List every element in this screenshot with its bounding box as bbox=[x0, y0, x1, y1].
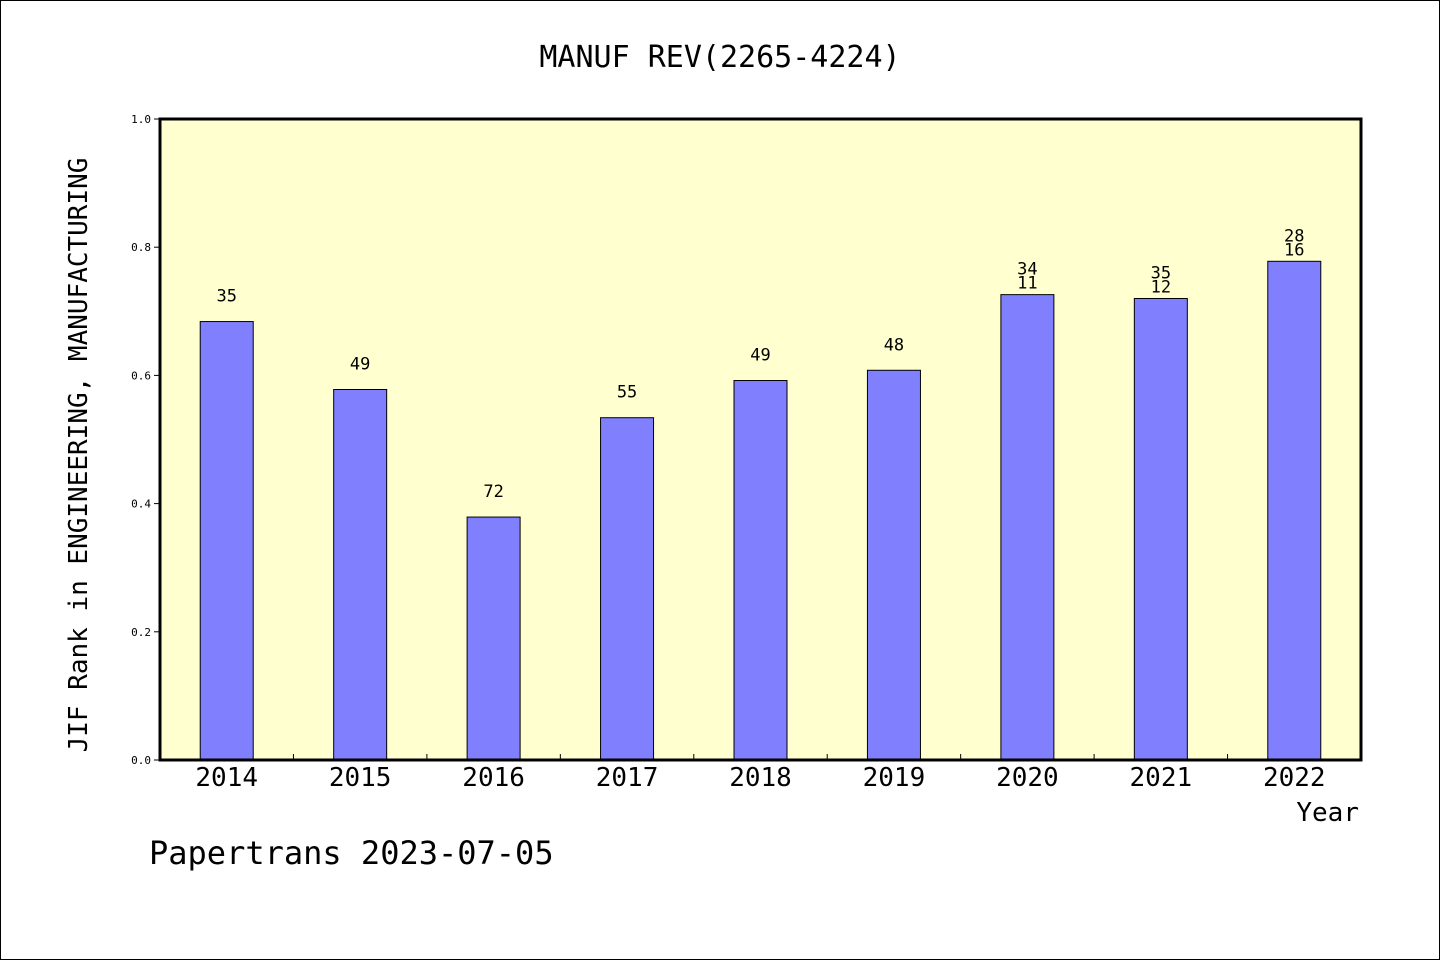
bar-label-2019: 48 bbox=[884, 335, 904, 355]
bar-2014 bbox=[199, 321, 254, 761]
y-axis: 0.0 0.2 0.4 0.6 0.8 1.0 bbox=[131, 113, 160, 767]
bar-label-2014: 35 bbox=[216, 287, 236, 307]
x-axis: 2014 2015 2016 2017 2018 2019 2020 2021 2022 bbox=[195, 754, 1326, 793]
bar-label-2016: 72 bbox=[483, 482, 503, 502]
bar-sublabel-2020: 11 bbox=[1017, 274, 1037, 294]
bar-2021 bbox=[1133, 297, 1188, 761]
x-tick-label-2020: 2020 bbox=[996, 763, 1059, 793]
x-tick-label-2017: 2017 bbox=[596, 763, 659, 793]
footer-credit: Papertrans 2023-07-05 bbox=[149, 834, 554, 872]
bar-label-2017: 55 bbox=[617, 383, 637, 403]
bar-label-2022: 28 bbox=[1284, 226, 1304, 246]
bar-2015 bbox=[333, 389, 388, 761]
bar-2020 bbox=[1000, 294, 1055, 761]
bar-2018 bbox=[733, 380, 788, 761]
bar-label-2021: 35 bbox=[1151, 263, 1171, 283]
y-tick-label-0.6: 0.6 bbox=[131, 369, 151, 382]
x-axis-label: Year bbox=[1296, 798, 1359, 828]
y-tick-label-1.0: 1.0 bbox=[131, 113, 151, 126]
x-tick-label-2015: 2015 bbox=[329, 763, 392, 793]
y-axis-label: JIF Rank in ENGINEERING, MANUFACTURING bbox=[64, 158, 94, 753]
bar-2019 bbox=[866, 369, 921, 761]
bar-label-2020: 34 bbox=[1017, 260, 1037, 280]
bar-sublabel-2021: 12 bbox=[1151, 277, 1171, 297]
bar-2016 bbox=[466, 516, 521, 761]
bar-label-2015: 49 bbox=[350, 355, 370, 375]
y-tick-label-0.0: 0.0 bbox=[131, 754, 151, 767]
y-tick-label-0.8: 0.8 bbox=[131, 241, 151, 254]
bar-series bbox=[199, 260, 1322, 761]
y-tick-label-0.4: 0.4 bbox=[131, 498, 151, 511]
bar-label-2018: 49 bbox=[750, 346, 770, 366]
bar-2017 bbox=[600, 417, 655, 761]
bar-sublabel-2022: 16 bbox=[1284, 240, 1304, 260]
x-tick-label-2016: 2016 bbox=[462, 763, 525, 793]
y-tick-label-0.2: 0.2 bbox=[131, 626, 151, 639]
x-tick-label-2022: 2022 bbox=[1263, 763, 1326, 793]
bar-2022 bbox=[1267, 260, 1322, 761]
x-tick-label-2018: 2018 bbox=[729, 763, 792, 793]
chart-title: MANUF REV(2265-4224) bbox=[539, 40, 900, 75]
x-tick-label-2021: 2021 bbox=[1130, 763, 1193, 793]
plot-border bbox=[158, 117, 1363, 762]
x-tick-label-2019: 2019 bbox=[863, 763, 926, 793]
x-tick-label-2014: 2014 bbox=[195, 763, 258, 793]
